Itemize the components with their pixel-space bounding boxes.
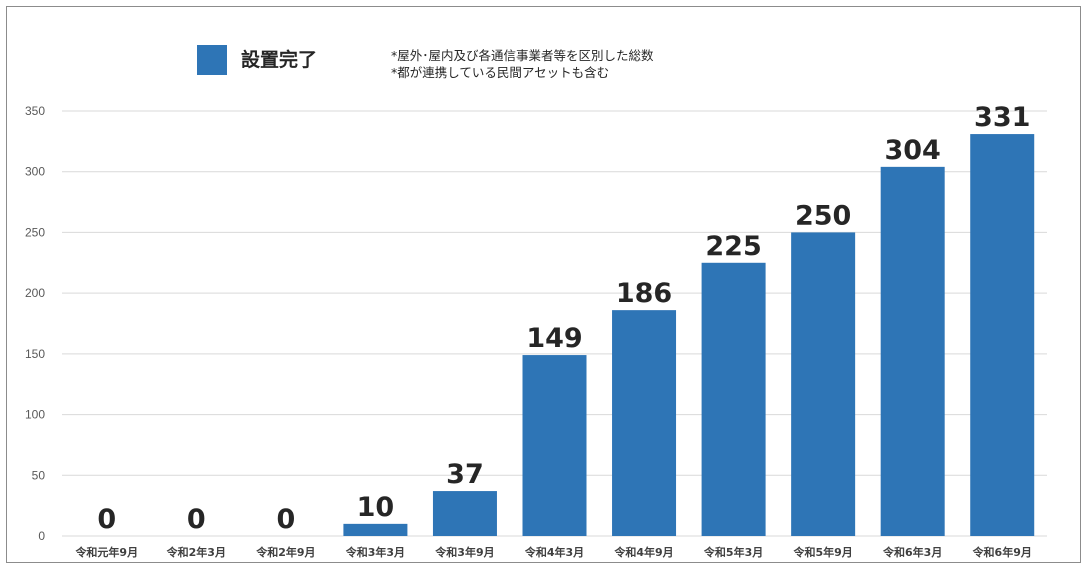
note-line-1: *屋外･屋内及び各通信事業者等を区別した総数 xyxy=(391,48,654,63)
x-tick-label: 令和4年9月 xyxy=(613,545,673,559)
y-tick-label: 250 xyxy=(25,225,45,239)
bar xyxy=(432,491,497,536)
x-tick-label: 令和2年9月 xyxy=(255,545,315,559)
bar xyxy=(343,523,408,536)
data-label: 331 xyxy=(974,102,1030,133)
data-label: 186 xyxy=(616,278,672,309)
data-label: 37 xyxy=(446,459,484,490)
y-axis-labels: 0 50 100 150 200 250 300 350 xyxy=(25,104,45,543)
x-axis-labels: 令和元年9月 令和2年3月 令和2年9月 令和3年3月 令和3年9月 令和4年3月 令和4年… xyxy=(74,545,1031,559)
legend-label: 設置完了 xyxy=(241,49,318,71)
y-tick-label: 350 xyxy=(25,104,45,118)
bar xyxy=(880,166,945,536)
data-label: 0 xyxy=(97,504,116,535)
y-tick-label: 0 xyxy=(38,529,45,543)
bar xyxy=(791,232,856,536)
data-label: 149 xyxy=(526,323,582,354)
x-tick-label: 令和4年3月 xyxy=(524,545,584,559)
note-line-2: *都が連携している民間アセットも含む xyxy=(391,65,610,80)
y-tick-label: 100 xyxy=(25,408,45,422)
chart-notes: *屋外･屋内及び各通信事業者等を区別した総数 *都が連携している民間アセットも含… xyxy=(391,47,654,81)
y-tick-label: 300 xyxy=(25,165,45,179)
data-labels: 0 0 0 10 37 149 186 225 250 304 331 xyxy=(97,102,1030,535)
bar xyxy=(701,262,766,536)
x-tick-label: 令和元年9月 xyxy=(74,545,138,559)
data-label: 304 xyxy=(884,135,940,166)
chart-frame: 設置完了 *屋外･屋内及び各通信事業者等を区別した総数 *都が連携している民間ア… xyxy=(6,6,1081,563)
data-label: 10 xyxy=(357,492,395,523)
x-tick-label: 令和5年9月 xyxy=(792,545,852,559)
data-label: 250 xyxy=(795,200,851,231)
x-tick-label: 令和2年3月 xyxy=(166,545,226,559)
y-tick-label: 200 xyxy=(25,286,45,300)
bar xyxy=(522,355,587,536)
x-tick-label: 令和3年9月 xyxy=(434,545,494,559)
x-tick-label: 令和5年3月 xyxy=(703,545,763,559)
y-tick-label: 150 xyxy=(25,347,45,361)
legend-swatch xyxy=(197,45,227,75)
x-tick-label: 令和6年3月 xyxy=(882,545,942,559)
bar xyxy=(612,310,677,536)
x-tick-label: 令和6年9月 xyxy=(972,545,1032,559)
data-label: 0 xyxy=(276,504,295,535)
bars xyxy=(343,134,1035,537)
bar xyxy=(970,134,1035,537)
bar-chart: 0 50 100 150 200 250 300 350 0 0 0 10 37 149 186 225 25… xyxy=(25,102,1047,559)
data-label: 225 xyxy=(705,231,761,262)
x-tick-label: 令和3年3月 xyxy=(345,545,405,559)
data-label: 0 xyxy=(187,504,206,535)
y-tick-label: 50 xyxy=(32,468,46,482)
